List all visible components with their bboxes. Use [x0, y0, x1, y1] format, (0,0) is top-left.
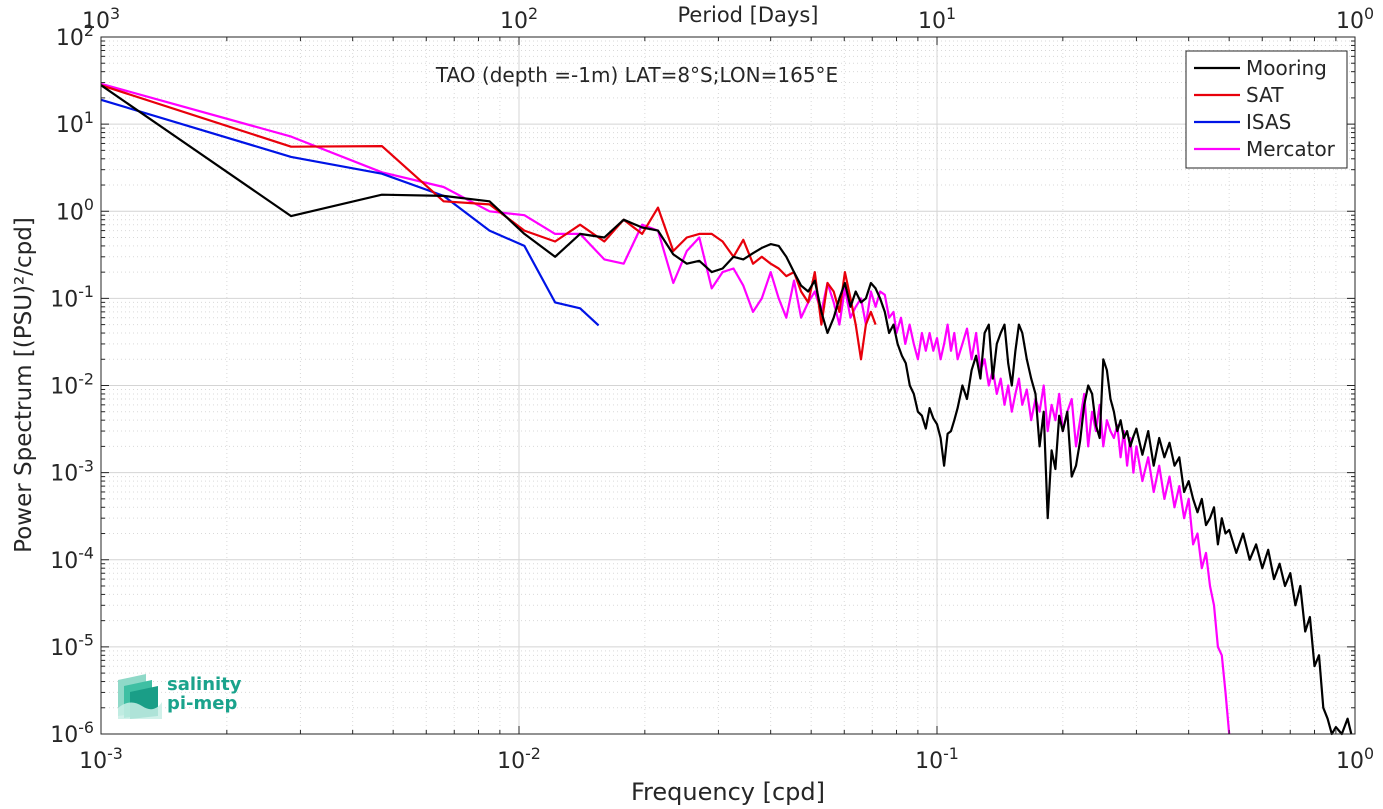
legend-label-isas: ISAS	[1246, 110, 1291, 134]
legend: Mooring SAT ISAS Mercator	[1185, 50, 1348, 169]
top-tick-label: 101	[918, 4, 956, 34]
x-tick-label: 10-1	[915, 744, 959, 774]
x-tick-label: 100	[1336, 744, 1374, 774]
salinity-pi-mep-logo: salinity pi-mep	[116, 672, 256, 722]
top-x-axis-label: Period [Days]	[678, 3, 819, 27]
logo-line-2: pi-mep	[167, 693, 238, 714]
legend-label-mooring: Mooring	[1246, 56, 1327, 80]
legend-label-mercator: Mercator	[1246, 137, 1336, 161]
y-tick-label: 10-2	[50, 369, 94, 399]
x-tick-label: 10-2	[497, 744, 541, 774]
logo-text: salinity pi-mep	[167, 675, 242, 713]
series-line-mercator	[100, 82, 1231, 735]
chart-title: TAO (depth =-1m) LAT=8°S;LON=165°E	[435, 63, 838, 87]
y-tick-label: 102	[56, 21, 94, 51]
axis-ticks	[100, 36, 1356, 735]
top-tick-label: 102	[500, 4, 538, 34]
top-tick-label: 103	[82, 4, 120, 34]
series-line-mooring	[100, 84, 1353, 736]
y-tick-label: 101	[56, 108, 94, 138]
y-tick-label: 100	[56, 195, 94, 225]
x-axis-label: Frequency [cpd]	[631, 778, 825, 806]
x-tick-label: 10-3	[79, 744, 123, 774]
wave-logo-icon	[118, 674, 162, 719]
series-layer	[100, 82, 1353, 736]
y-tick-label: 10-1	[50, 282, 94, 312]
y-tick-label: 10-4	[50, 544, 94, 574]
top-tick-label: 100	[1336, 4, 1374, 34]
y-tick-label: 10-5	[50, 631, 94, 661]
y-tick-label: 10-6	[50, 718, 94, 748]
series-line-isas	[100, 98, 600, 327]
y-axis-label: Power Spectrum [(PSU)²/cpd]	[11, 217, 37, 553]
y-tick-label: 10-3	[50, 456, 94, 486]
legend-label-sat: SAT	[1246, 83, 1284, 107]
logo-line-1: salinity	[167, 674, 242, 695]
